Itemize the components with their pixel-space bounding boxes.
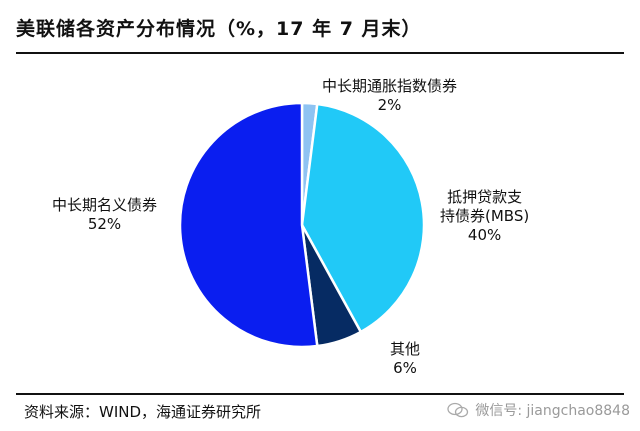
slice-label-mbs: 抵押贷款支 持债券(MBS) 40% — [440, 188, 529, 245]
source-note: 资料来源：WIND，海通证券研究所 — [24, 403, 262, 421]
slice-value-tips: 2% — [377, 96, 402, 114]
slice-label-nominal: 中长期名义债券 52% — [52, 196, 157, 234]
slice-value-mbs: 40% — [467, 226, 502, 244]
slice-name-mbs-line2: 持债券(MBS) — [440, 207, 530, 225]
pie-slice-nominal — [178, 101, 319, 349]
slice-value-nominal: 52% — [87, 215, 122, 233]
wechat-icon — [447, 402, 469, 418]
slice-name-tips: 中长期通胀指数债券 — [322, 77, 458, 95]
slice-name-other: 其他 — [390, 340, 421, 358]
slice-value-other: 6% — [393, 359, 417, 377]
watermark-text: 微信号: jiangchao8848 — [475, 403, 630, 419]
title-divider — [16, 52, 624, 54]
slice-name-nominal: 中长期名义债券 — [52, 196, 158, 214]
source-divider — [16, 393, 624, 395]
slice-label-tips: 中长期通胀指数债券 2% — [322, 77, 457, 115]
slice-name-mbs-line1: 抵押贷款支 — [447, 188, 523, 206]
watermark: 微信号: jiangchao8848 — [447, 400, 630, 420]
chart-title: 美联储各资产分布情况（%，17 年 7 月末） — [16, 18, 422, 40]
slice-label-other: 其他 6% — [390, 340, 420, 378]
pie-slice-mbs — [300, 102, 426, 334]
